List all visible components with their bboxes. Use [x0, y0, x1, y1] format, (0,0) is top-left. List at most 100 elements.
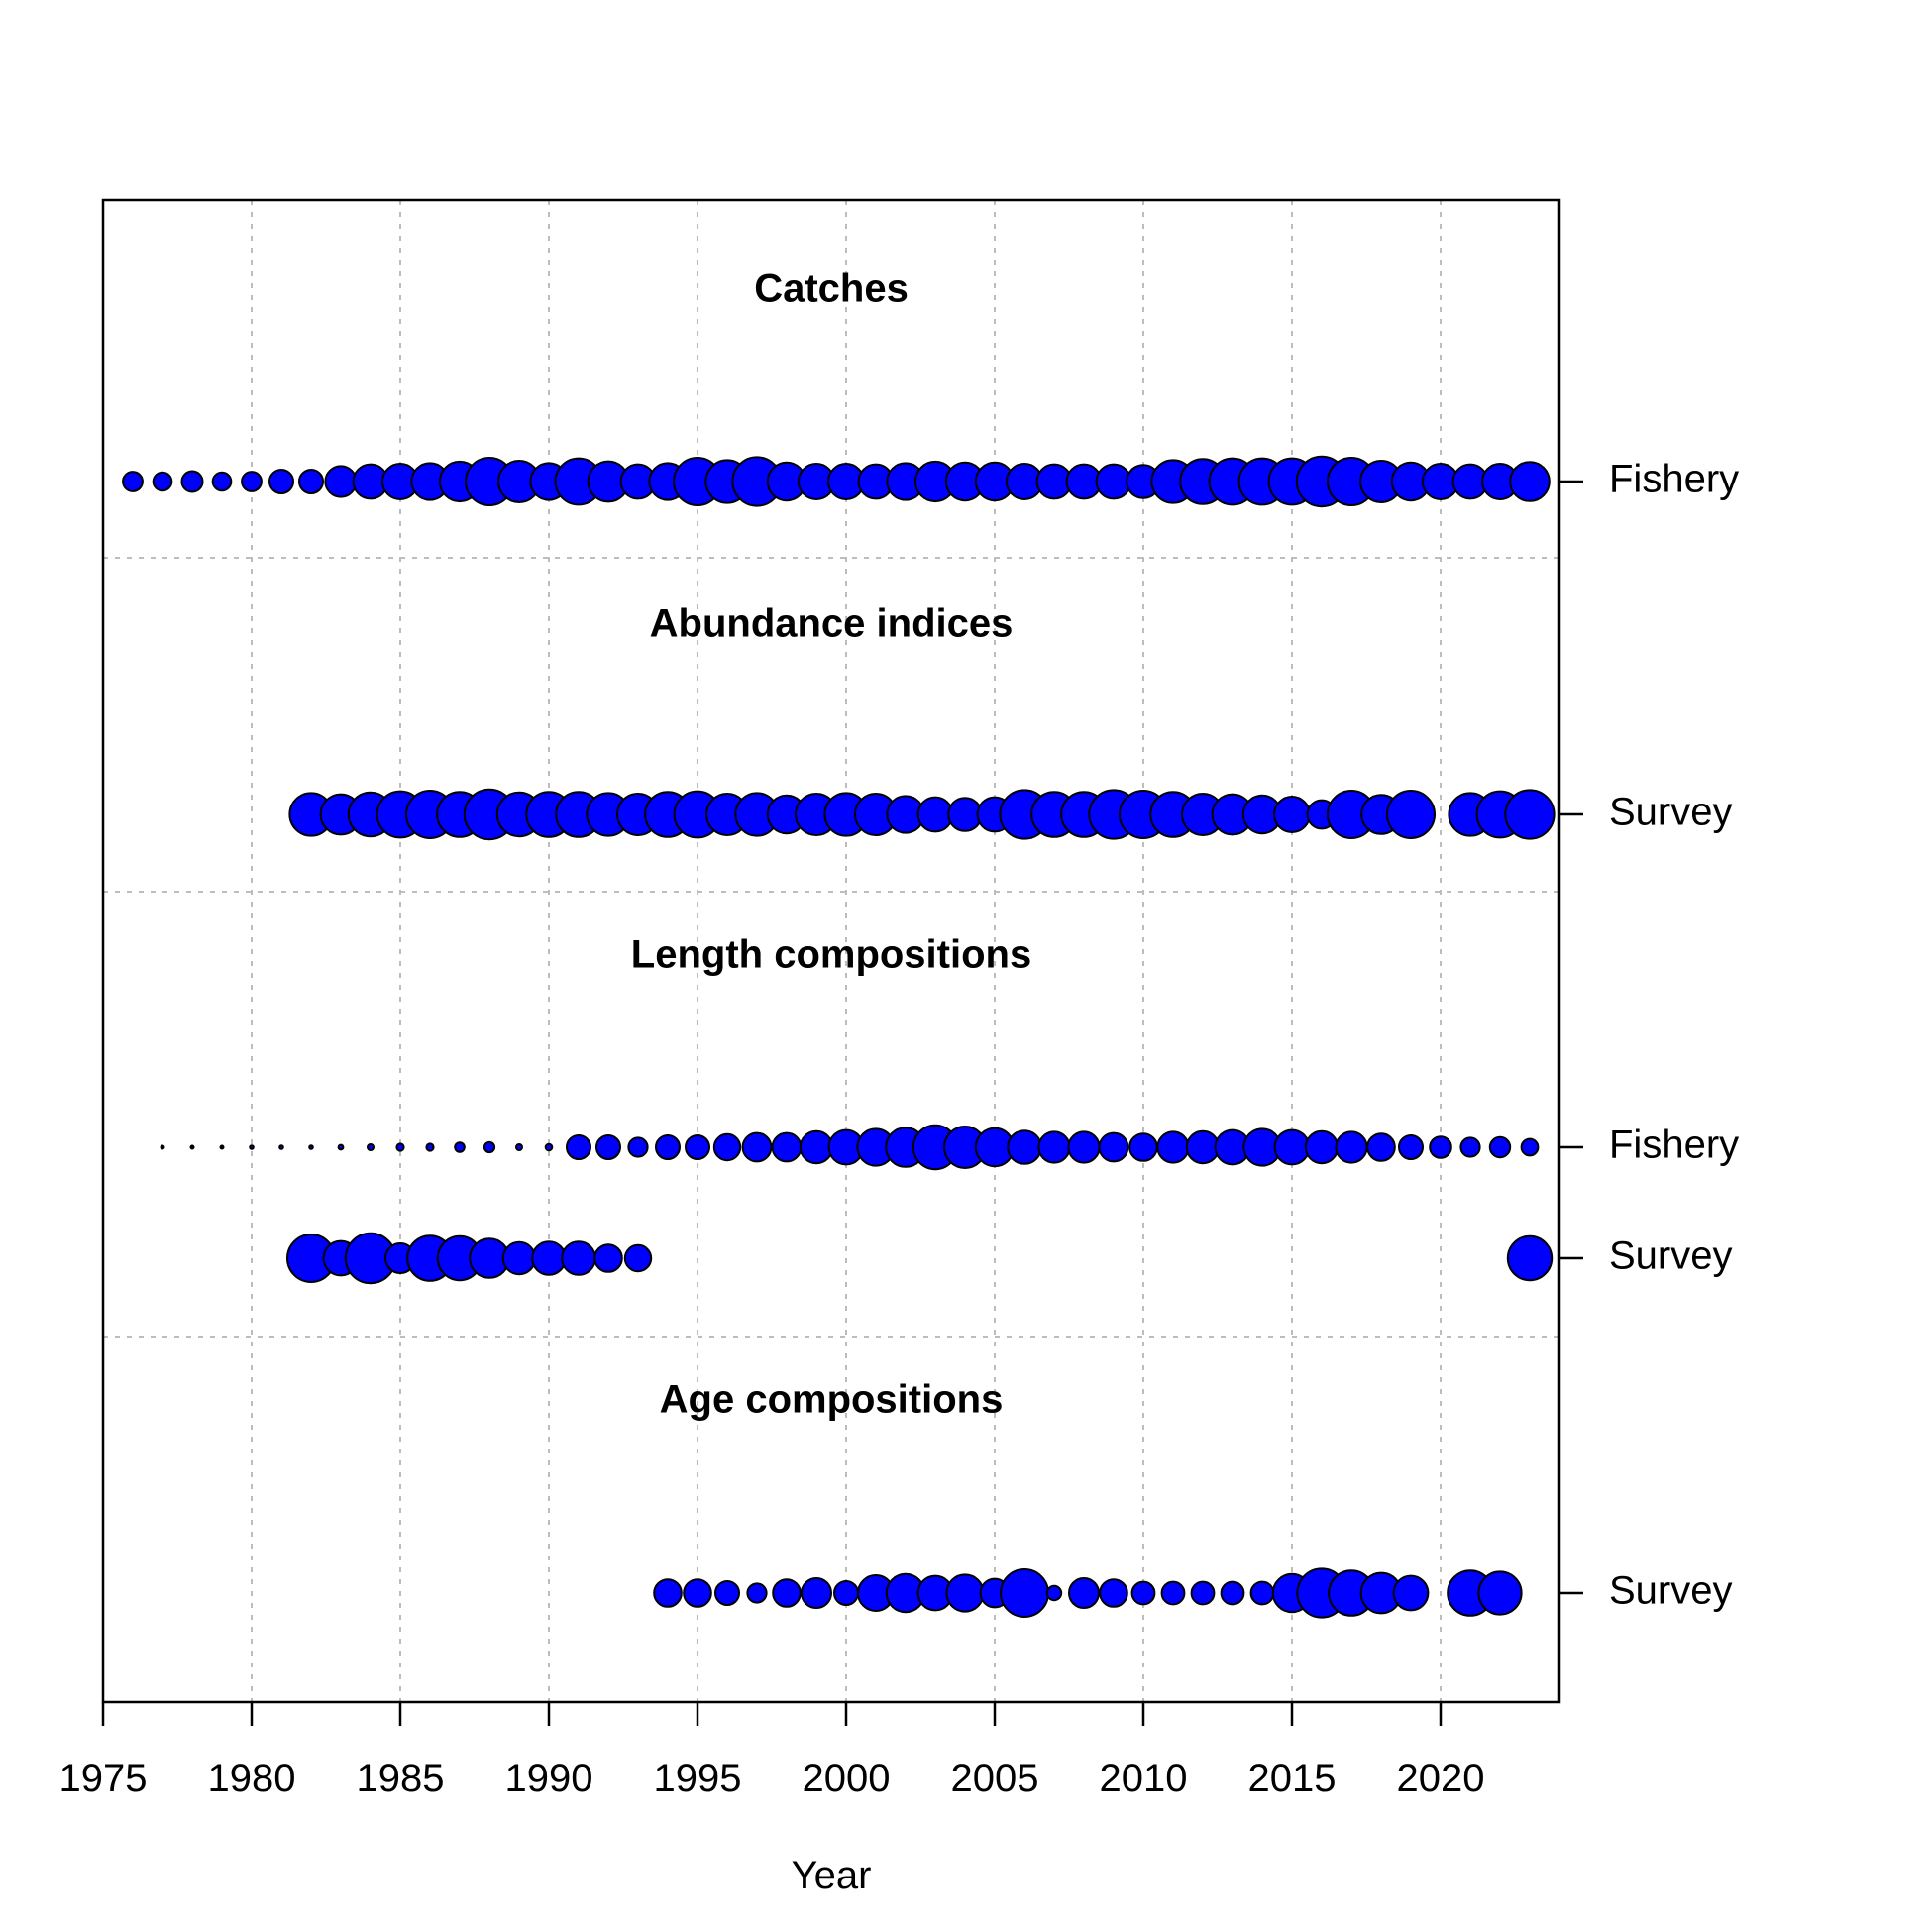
bubble-2-0-1998	[771, 1131, 803, 1163]
bubble-2-0-1991	[566, 1134, 591, 1160]
x-axis-title: Year	[792, 1854, 872, 1897]
row-label-2-0: Fishery	[1609, 1124, 1739, 1167]
bubble-2-0-1979	[219, 1144, 225, 1150]
bubble-2-0-2006	[1007, 1129, 1042, 1165]
section-title-3: Age compositions	[660, 1378, 1004, 1422]
bubble-3-0-2013	[1220, 1580, 1245, 1606]
bubble-2-0-1992	[595, 1134, 621, 1160]
bubble-2-0-2016	[1304, 1129, 1340, 1165]
bubble-3-0-2007	[1045, 1584, 1063, 1602]
bubble-3-0-2014	[1249, 1580, 1275, 1606]
bubble-2-0-1996	[712, 1132, 742, 1162]
bubble-2-1-1992	[593, 1243, 623, 1273]
bubble-2-1-1991	[561, 1240, 596, 1276]
bubble-2-0-1995	[685, 1134, 710, 1160]
bubble-3-0-2008	[1068, 1577, 1100, 1609]
x-tick-label-2000: 2000	[803, 1757, 891, 1800]
bubble-2-0-2010	[1128, 1132, 1158, 1162]
x-axis: 1975 1980 1985 1990 1995 2000 2005 2010 2015 2020	[59, 1702, 1485, 1800]
bubble-3-0-1994	[653, 1578, 683, 1608]
bubble-2-0-1980	[249, 1144, 255, 1150]
bubble-0-0-2023	[1509, 461, 1551, 502]
section-title-2: Length compositions	[631, 933, 1031, 977]
x-tick-label-2005: 2005	[951, 1757, 1039, 1800]
bubble-3-0-2010	[1130, 1580, 1156, 1606]
row-labels: Fishery Survey Fishery Survey Survey	[1559, 458, 1739, 1613]
bubble-2-0-1985	[395, 1142, 405, 1152]
bubble-2-0-2009	[1098, 1131, 1129, 1163]
bubble-2-0-2023	[1520, 1137, 1540, 1157]
bubble-2-0-2015	[1273, 1128, 1311, 1166]
bubble-0-0-1982	[298, 469, 324, 494]
bubble-2-0-1977	[160, 1144, 165, 1150]
bubble-3-0-1997	[746, 1582, 768, 1604]
bubble-3-0-2019	[1392, 1574, 1430, 1612]
bubble-2-0-1990	[544, 1142, 554, 1152]
bubble-2-0-2011	[1156, 1130, 1190, 1164]
bubble-3-0-2022	[1477, 1570, 1523, 1616]
bubble-0-0-1983	[324, 465, 358, 498]
bubble-1-0-2003	[916, 796, 954, 833]
row-label-3-0: Survey	[1609, 1569, 1733, 1613]
bubble-2-0-2007	[1037, 1130, 1071, 1164]
bubble-0-0-1978	[180, 470, 204, 493]
x-tick-label-1995: 1995	[654, 1757, 742, 1800]
bubble-3-0-2009	[1099, 1578, 1128, 1608]
row-label-0-0: Fishery	[1609, 458, 1739, 501]
bubble-2-0-1988	[483, 1140, 496, 1154]
row-label-1-0: Survey	[1609, 791, 1733, 834]
bubble-2-0-2008	[1067, 1130, 1101, 1164]
bubble-2-0-1994	[655, 1134, 681, 1160]
bubble-2-0-2017	[1335, 1130, 1368, 1164]
section-titles: Catches Abundance indices Length compositi…	[631, 268, 1031, 1422]
x-tick-label-1990: 1990	[505, 1757, 593, 1800]
bubble-3-0-1996	[714, 1580, 740, 1606]
bubble-2-0-2022	[1488, 1135, 1512, 1159]
x-tick-label-1980: 1980	[208, 1757, 296, 1800]
bubble-2-0-1978	[189, 1144, 195, 1150]
bubble-0-0-1977	[152, 471, 173, 492]
bubble-2-0-1984	[367, 1143, 375, 1151]
bubble-2-0-1981	[278, 1144, 284, 1150]
x-tick-label-2020: 2020	[1397, 1757, 1485, 1800]
bubble-2-0-2019	[1398, 1134, 1424, 1160]
bubble-2-0-2021	[1459, 1136, 1481, 1158]
bubble-1-0-2015	[1273, 796, 1311, 833]
bubble-2-0-1997	[741, 1131, 773, 1163]
bubble-2-1-1990	[531, 1240, 567, 1276]
bubble-3-0-1999	[801, 1577, 832, 1609]
bubble-3-0-2000	[833, 1580, 859, 1606]
x-tick-label-1975: 1975	[59, 1757, 148, 1800]
bubbles	[122, 455, 1556, 1619]
bubble-3-0-2004	[945, 1573, 985, 1613]
bubble-3-0-2006	[1000, 1568, 1049, 1618]
bubble-2-0-1989	[515, 1143, 523, 1151]
x-tick-label-2015: 2015	[1248, 1757, 1337, 1800]
plot-frame	[101, 198, 1561, 1704]
bubble-2-0-2020	[1429, 1135, 1452, 1159]
bubble-2-0-1999	[799, 1129, 834, 1165]
bubble-2-0-1983	[337, 1143, 345, 1151]
section-title-0: Catches	[754, 268, 909, 311]
bubble-2-0-1993	[627, 1136, 649, 1158]
bubble-2-0-1986	[425, 1142, 435, 1152]
bubble-1-0-2023	[1504, 789, 1556, 840]
row-label-2-1: Survey	[1609, 1234, 1733, 1278]
bubble-0-0-1976	[122, 471, 144, 492]
bubble-2-1-1993	[623, 1243, 653, 1273]
bubble-0-0-1981	[268, 469, 294, 494]
bubble-0-0-2009	[1095, 463, 1132, 500]
gridlines	[103, 200, 1559, 1702]
x-tick-label-1985: 1985	[357, 1757, 445, 1800]
x-tick-label-2010: 2010	[1100, 1757, 1188, 1800]
bubble-3-0-2011	[1160, 1580, 1186, 1606]
bubble-0-0-1979	[211, 471, 233, 492]
bubble-0-0-1980	[241, 471, 263, 492]
bubble-3-0-1998	[772, 1578, 802, 1608]
bubble-1-0-2019	[1386, 790, 1436, 839]
bubble-2-0-1982	[308, 1144, 314, 1150]
bubble-2-0-2018	[1366, 1132, 1396, 1162]
bubble-2-0-2012	[1185, 1129, 1221, 1165]
section-title-1: Abundance indices	[650, 602, 1014, 646]
